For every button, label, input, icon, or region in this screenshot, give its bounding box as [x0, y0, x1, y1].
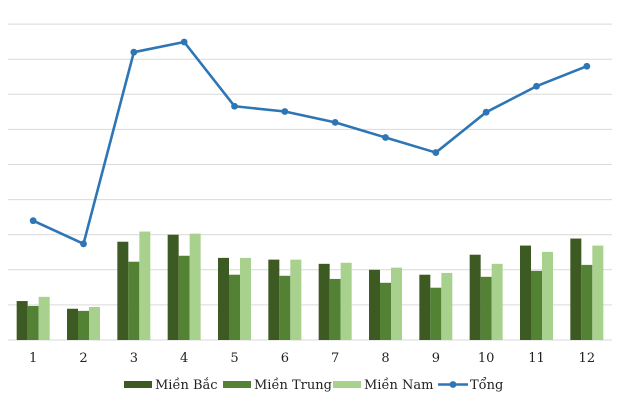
total-line — [29, 38, 591, 248]
bar-miền-trung-1 — [27, 305, 39, 340]
legend-label: Miền Bắc — [155, 377, 218, 393]
bar-miền-trung-6 — [279, 275, 291, 340]
x-tick-label: 7 — [331, 351, 339, 366]
x-tick-label: 10 — [478, 351, 495, 366]
x-tick-label: 2 — [79, 351, 87, 366]
bar-miền-bắc-11 — [520, 245, 531, 340]
x-tick-label: 3 — [130, 351, 138, 366]
bar-miền-bắc-1 — [16, 301, 28, 340]
bar-miền-bắc-10 — [469, 254, 481, 340]
bars — [16, 231, 604, 340]
x-tick-label: 4 — [180, 351, 188, 366]
bar-miền-bắc-12 — [570, 238, 582, 340]
legend-swatch-marker — [449, 381, 457, 388]
line-point-6 — [281, 108, 289, 115]
line-point-1 — [29, 217, 37, 225]
legend: Miền Bắc Miền Trung Miền Nam Tổng — [124, 377, 503, 393]
legend-swatch — [124, 381, 152, 388]
bar-miền-bắc-7 — [318, 263, 330, 340]
line-point-3 — [130, 48, 138, 56]
gridlines — [8, 23, 612, 341]
line-point-5 — [231, 102, 238, 110]
line-point-4 — [180, 38, 188, 46]
bar-miền-bắc-5 — [218, 257, 229, 340]
bar-miền-trung-5 — [229, 274, 240, 340]
x-tick-label: 1 — [29, 351, 37, 366]
line-series-total — [32, 40, 588, 246]
bar-miền-nam-10 — [491, 263, 503, 340]
x-tick-label: 12 — [579, 351, 596, 366]
bar-miền-nam-12 — [592, 245, 604, 340]
legend-label: Miền Trung — [254, 377, 332, 393]
line-point-2 — [80, 240, 87, 248]
bar-miền-trung-4 — [178, 255, 190, 340]
line-point-11 — [533, 82, 540, 90]
bar-miền-nam-4 — [189, 233, 201, 340]
bar-miền-trung-11 — [531, 270, 542, 340]
bar-miền-bắc-6 — [268, 259, 280, 340]
legend-swatch — [223, 381, 251, 388]
x-tick-label: 8 — [381, 351, 389, 366]
bar-miền-bắc-2 — [67, 308, 78, 340]
legend-label: Miền Nam — [364, 377, 433, 393]
bar-miền-trung-10 — [480, 276, 492, 340]
line-point-8 — [382, 134, 389, 141]
legend-swatch — [333, 381, 361, 388]
bar-miền-trung-3 — [128, 261, 140, 340]
bar-miền-bắc-9 — [419, 274, 431, 340]
bar-miền-nam-7 — [340, 262, 352, 340]
x-tick-label: 5 — [230, 351, 238, 366]
bar-miền-trung-7 — [329, 278, 341, 340]
line-point-10 — [482, 108, 490, 116]
x-tick-label: 9 — [432, 351, 440, 366]
bar-miền-nam-3 — [139, 231, 151, 340]
bar-miền-nam-1 — [38, 296, 50, 340]
bar-miền-nam-9 — [441, 272, 453, 340]
bar-miền-nam-2 — [89, 307, 100, 340]
bar-miền-bắc-3 — [117, 241, 129, 340]
legend-label: Tổng — [470, 377, 503, 393]
bar-miền-nam-8 — [391, 267, 402, 340]
x-tick-label: 6 — [281, 351, 289, 366]
bar-miền-bắc-4 — [167, 234, 179, 340]
bar-miền-nam-6 — [290, 259, 302, 340]
bar-miền-trung-2 — [78, 310, 89, 340]
bar-miền-nam-11 — [542, 251, 553, 340]
line-point-9 — [432, 149, 440, 156]
line-point-7 — [331, 118, 339, 126]
bar-miền-trung-9 — [430, 287, 442, 340]
bar-miền-trung-8 — [380, 282, 391, 340]
line-point-12 — [583, 62, 591, 70]
bar-miền-bắc-8 — [369, 269, 380, 340]
x-tick-label: 11 — [528, 351, 545, 366]
x-axis-ticks: 1 2 3 4 5 6 7 8 9 10 11 12 — [29, 351, 595, 366]
bar-miền-trung-12 — [581, 264, 593, 340]
bar-miền-nam-5 — [240, 257, 251, 340]
